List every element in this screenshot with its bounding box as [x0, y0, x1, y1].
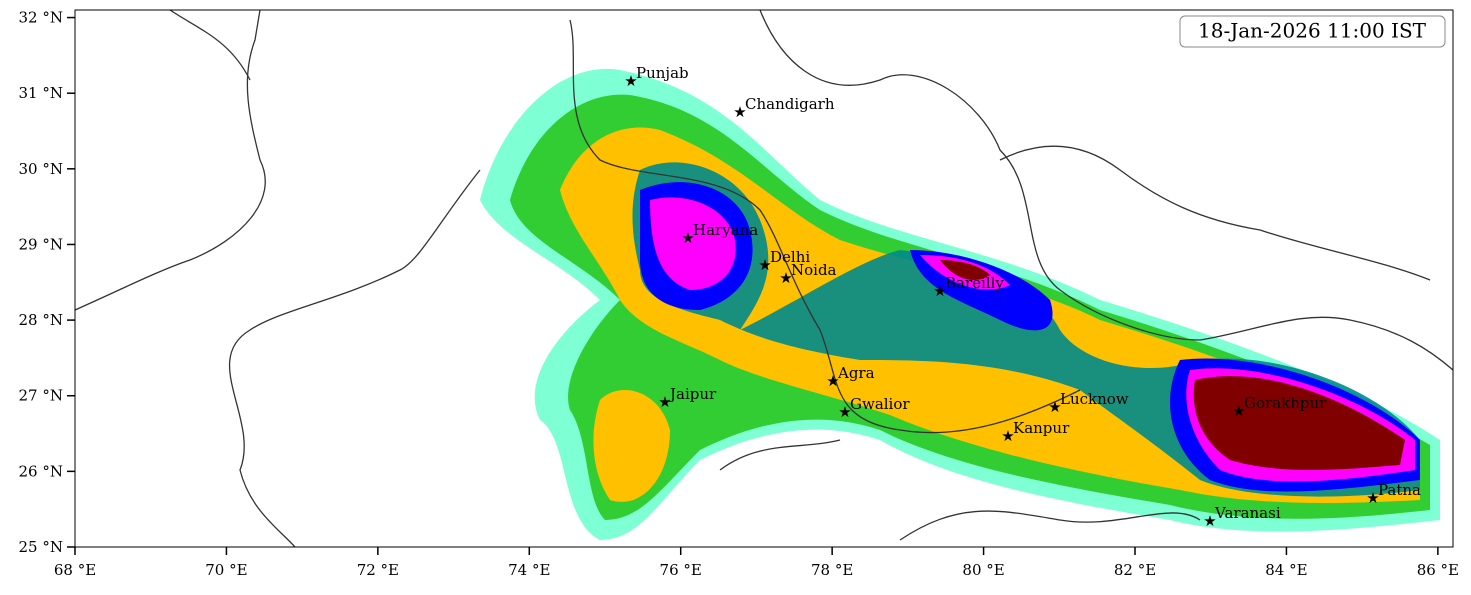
- city-marker: ★: [1203, 512, 1216, 530]
- city-marker: ★: [1048, 398, 1061, 416]
- y-tick-label: 27 °N: [19, 387, 63, 405]
- y-tick-label: 32 °N: [19, 9, 63, 27]
- y-tick-label: 29 °N: [19, 235, 63, 253]
- y-tick-label: 25 °N: [19, 538, 63, 556]
- city-label: Chandigarh: [745, 95, 835, 113]
- x-tick-label: 84 °E: [1265, 561, 1307, 579]
- x-tick-label: 76 °E: [660, 561, 702, 579]
- city-label: Agra: [837, 364, 875, 382]
- city-label: Gorakhpur: [1244, 394, 1327, 412]
- boundaries: [75, 10, 1453, 547]
- timestamp: 18-Jan-2026 11:00 IST: [1198, 19, 1427, 43]
- y-tick-label: 26 °N: [19, 462, 63, 480]
- city-marker: ★: [826, 372, 839, 390]
- city-marker: ★: [1001, 427, 1014, 445]
- city-marker: ★: [758, 256, 771, 274]
- city-marker: ★: [681, 229, 694, 247]
- x-tick-label: 82 °E: [1114, 561, 1156, 579]
- y-tick-label: 31 °N: [19, 84, 63, 102]
- city-marker: ★: [838, 403, 851, 421]
- city-marker: ★: [1366, 489, 1379, 507]
- city-label: Lucknow: [1060, 390, 1129, 408]
- y-tick-label: 30 °N: [19, 160, 63, 178]
- frame: [74, 9, 1454, 548]
- city-label: Patna: [1378, 481, 1421, 499]
- x-tick-label: 78 °E: [811, 561, 853, 579]
- x-tick-label: 74 °E: [508, 561, 550, 579]
- city-label: Jaipur: [668, 385, 717, 403]
- x-tick-label: 72 °E: [357, 561, 399, 579]
- x-tick-label: 80 °E: [962, 561, 1004, 579]
- city-label: Varanasi: [1214, 504, 1281, 522]
- city-label: Gwalior: [850, 395, 910, 413]
- x-tick-label: 70 °E: [205, 561, 247, 579]
- city-label: Kanpur: [1013, 419, 1070, 437]
- city-marker: ★: [779, 269, 792, 287]
- timestamp-box: [1179, 15, 1446, 48]
- city-marker: ★: [658, 393, 671, 411]
- city-label: Delhi: [770, 248, 810, 266]
- city-label: Punjab: [636, 64, 689, 82]
- city-label: Haryana: [693, 221, 758, 239]
- city-marker: ★: [933, 282, 946, 300]
- rain-field: [480, 68, 1440, 540]
- city-marker: ★: [624, 72, 637, 90]
- x-tick-label: 68 °E: [54, 561, 96, 579]
- city-marker: ★: [733, 103, 746, 121]
- city-marker: ★: [1232, 402, 1245, 420]
- city-label: Noida: [791, 261, 837, 279]
- y-tick-label: 28 °N: [19, 311, 63, 329]
- city-label: Bareilly: [945, 274, 1004, 292]
- x-tick-label: 86 °E: [1417, 561, 1459, 579]
